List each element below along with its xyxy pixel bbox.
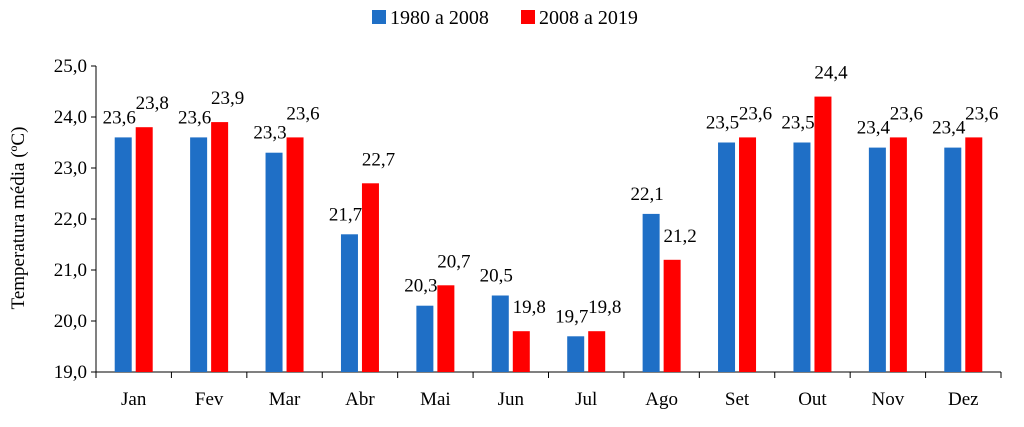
y-axis-title: Temperatura média (ºC) — [8, 127, 29, 310]
bar-series-1 — [190, 137, 208, 372]
bar-series-1 — [340, 234, 358, 372]
y-tick-label: 19,0 — [54, 362, 87, 383]
bar-series-2 — [135, 127, 153, 372]
data-label-series-2: 24,4 — [814, 63, 848, 84]
data-label-series-2: 19,8 — [513, 297, 546, 318]
data-label-series-2: 23,9 — [211, 88, 244, 109]
y-tick-label: 23,0 — [54, 158, 87, 179]
bar-series-2 — [361, 183, 379, 372]
legend-label-series-2: 2008 a 2019 — [539, 7, 638, 29]
bar-series-1 — [718, 142, 736, 372]
bar-series-1 — [114, 137, 132, 372]
y-tick-label: 25,0 — [54, 56, 87, 77]
legend: 1980 a 2008 2008 a 2019 — [372, 7, 638, 29]
data-label-series-1: 23,5 — [781, 113, 814, 134]
x-tick-label: Mai — [420, 389, 451, 410]
bar-series-2 — [437, 285, 455, 372]
data-label-series-1: 23,5 — [706, 113, 739, 134]
x-tick-label: Out — [798, 389, 827, 410]
data-label-series-2: 22,7 — [362, 149, 395, 170]
x-tick-label: Dez — [948, 389, 979, 410]
data-label-series-2: 23,6 — [739, 103, 772, 124]
data-label-series-1: 23,4 — [857, 118, 891, 139]
plot-area: 19,020,021,022,023,024,025,023,623,8Jan2… — [54, 56, 1002, 410]
data-label-series-1: 22,1 — [631, 184, 664, 205]
bar-series-1 — [793, 142, 811, 372]
x-tick-label: Abr — [345, 389, 375, 410]
legend-swatch-series-2 — [521, 10, 535, 24]
data-label-series-1: 21,7 — [329, 204, 362, 225]
bar-series-1 — [491, 295, 509, 372]
bar-series-2 — [663, 259, 681, 372]
bar-series-1 — [642, 213, 660, 372]
data-label-series-1: 23,3 — [253, 123, 286, 144]
x-tick-label: Fev — [195, 389, 224, 410]
legend-swatch-series-1 — [372, 10, 386, 24]
data-label-series-2: 23,8 — [136, 93, 169, 114]
bar-series-1 — [265, 152, 283, 372]
x-tick-label: Mar — [269, 389, 301, 410]
bar-series-1 — [868, 147, 886, 372]
bar-series-2 — [739, 137, 757, 372]
data-label-series-1: 23,6 — [178, 107, 211, 128]
data-label-series-1: 20,3 — [404, 276, 437, 297]
y-tick-label: 22,0 — [54, 209, 87, 230]
data-label-series-1: 23,6 — [103, 107, 136, 128]
x-tick-label: Set — [725, 389, 750, 410]
bar-series-2 — [889, 137, 907, 372]
data-label-series-1: 19,7 — [555, 306, 588, 327]
y-tick-label: 20,0 — [54, 311, 87, 332]
x-tick-label: Ago — [645, 389, 678, 410]
bar-series-1 — [416, 305, 434, 372]
bar-series-2 — [965, 137, 983, 372]
bar-series-2 — [286, 137, 304, 372]
y-tick-label: 24,0 — [54, 107, 87, 128]
bar-series-1 — [567, 336, 585, 372]
data-label-series-2: 23,6 — [286, 103, 319, 124]
bar-series-2 — [512, 331, 530, 372]
x-tick-label: Jul — [575, 389, 597, 410]
data-label-series-2: 20,7 — [437, 251, 470, 272]
x-tick-label: Nov — [872, 389, 905, 410]
data-label-series-1: 20,5 — [480, 266, 513, 287]
bar-series-2 — [588, 331, 606, 372]
data-label-series-2: 23,6 — [965, 103, 998, 124]
legend-label-series-1: 1980 a 2008 — [390, 7, 489, 29]
data-label-series-2: 21,2 — [664, 226, 697, 247]
x-tick-label: Jan — [121, 389, 147, 410]
data-label-series-2: 19,8 — [588, 297, 621, 318]
bar-series-2 — [211, 122, 229, 372]
data-label-series-1: 23,4 — [932, 118, 966, 139]
data-label-series-2: 23,6 — [890, 103, 923, 124]
x-tick-label: Jun — [498, 389, 525, 410]
bar-series-2 — [814, 96, 832, 372]
y-tick-label: 21,0 — [54, 260, 87, 281]
bar-series-1 — [944, 147, 962, 372]
